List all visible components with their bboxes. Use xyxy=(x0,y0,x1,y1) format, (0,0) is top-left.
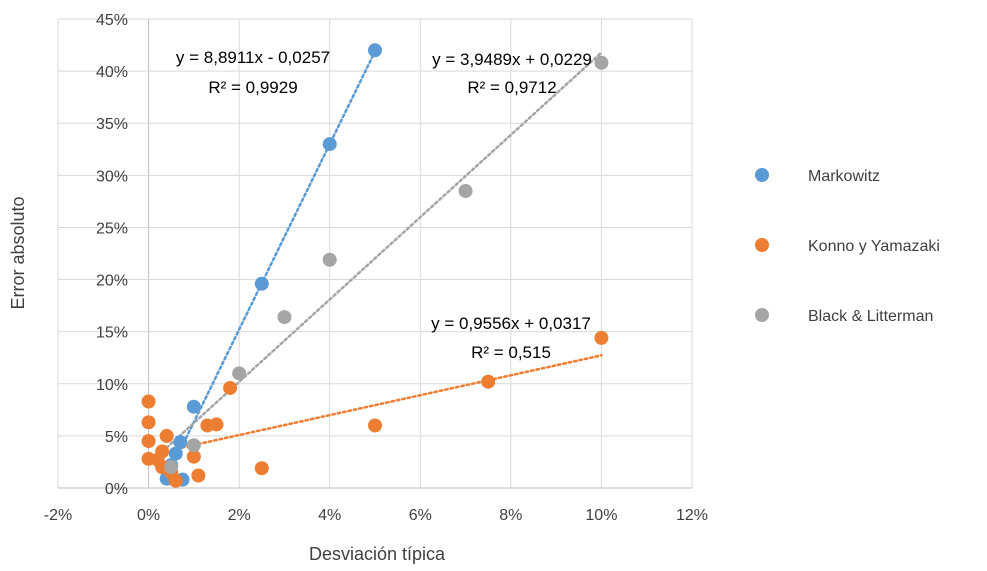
point-series-1 xyxy=(223,380,238,395)
y-tick-label: 30% xyxy=(96,168,128,185)
legend-label: Black & Litterman xyxy=(808,308,933,325)
y-tick-label: 25% xyxy=(96,220,128,237)
data-points xyxy=(141,43,609,488)
y-axis-ticks: 0% 5% 10% 15% 20% 25% 30% 35% 40% 45% xyxy=(96,12,128,498)
trendline-r2: R² = 0,9712 xyxy=(467,78,556,97)
trendlines xyxy=(165,50,603,479)
y-tick-label: 20% xyxy=(96,273,128,290)
point-series-0 xyxy=(173,435,188,450)
point-series-1 xyxy=(594,330,609,345)
x-tick-label: -2% xyxy=(44,507,72,524)
point-series-0 xyxy=(368,43,382,58)
point-series-1 xyxy=(159,428,174,443)
trendline-equations: y = 8,8911x - 0,0257 R² = 0,9929 y = 0,955… xyxy=(176,48,592,362)
y-tick-label: 15% xyxy=(96,325,128,342)
trendline-0 xyxy=(165,50,377,479)
y-tick-label: 45% xyxy=(96,12,128,29)
point-series-2 xyxy=(232,366,247,381)
point-series-0 xyxy=(168,446,183,461)
point-series-1 xyxy=(141,415,156,430)
x-tick-label: 0% xyxy=(137,507,160,524)
y-tick-label: 10% xyxy=(96,377,128,394)
x-axis-ticks: -2% 0% 2% 4% 6% 8% 10% 12% xyxy=(44,507,708,524)
x-tick-label: 8% xyxy=(499,507,522,524)
legend-marker xyxy=(755,308,769,322)
trendline-2 xyxy=(165,51,603,449)
point-series-1 xyxy=(254,461,269,476)
legend-marker xyxy=(755,238,769,252)
trendline-r2: R² = 0,9929 xyxy=(208,78,297,97)
legend-marker xyxy=(755,168,769,182)
point-series-1 xyxy=(368,418,382,433)
point-series-0 xyxy=(186,399,201,414)
point-series-2 xyxy=(186,438,201,453)
point-series-2 xyxy=(594,55,609,70)
point-series-1 xyxy=(141,394,156,409)
point-series-2 xyxy=(322,252,337,267)
point-series-1 xyxy=(168,473,183,488)
x-tick-label: 6% xyxy=(409,507,432,524)
x-tick-label: 4% xyxy=(318,507,341,524)
x-tick-label: 12% xyxy=(676,507,708,524)
y-tick-label: 35% xyxy=(96,116,128,133)
y-tick-label: 5% xyxy=(105,429,128,446)
y-tick-label: 40% xyxy=(96,64,128,81)
trendline-equation: y = 8,8911x - 0,0257 xyxy=(176,48,330,67)
y-tick-label: 0% xyxy=(105,481,128,498)
point-series-1 xyxy=(481,374,496,389)
point-series-2 xyxy=(458,183,473,198)
trendline-equation: y = 3,9489x + 0,0229 xyxy=(432,50,592,69)
point-series-2 xyxy=(277,310,292,325)
point-series-1 xyxy=(155,444,170,459)
point-series-1 xyxy=(191,468,206,483)
grid xyxy=(57,18,693,489)
y-axis-title: Error absoluto xyxy=(8,196,28,309)
x-tick-label: 10% xyxy=(585,507,617,524)
legend: Markowitz Konno y Yamazaki Black & Litterm… xyxy=(755,168,940,325)
trendline-r2: R² = 0,515 xyxy=(471,343,551,362)
trendline-equation: y = 0,9556x + 0,0317 xyxy=(431,314,591,333)
point-series-1 xyxy=(209,417,224,432)
point-series-0 xyxy=(322,137,337,152)
trendline-1 xyxy=(169,354,603,452)
x-axis-title: Desviación típica xyxy=(309,544,446,564)
legend-label: Markowitz xyxy=(808,168,880,185)
legend-label: Konno y Yamazaki xyxy=(808,238,940,255)
point-series-0 xyxy=(254,276,269,291)
point-series-1 xyxy=(186,449,201,464)
point-series-2 xyxy=(164,460,179,475)
x-tick-label: 2% xyxy=(228,507,251,524)
point-series-1 xyxy=(141,434,156,449)
